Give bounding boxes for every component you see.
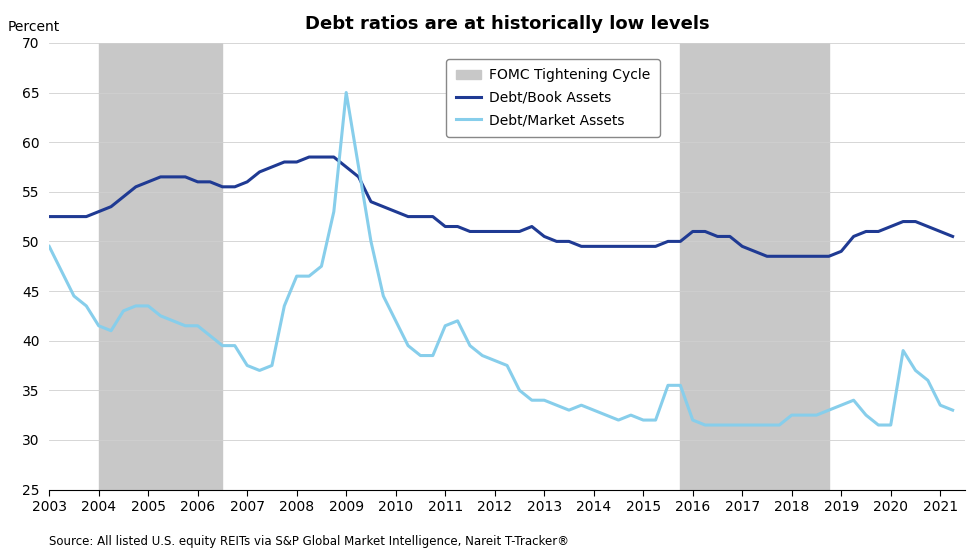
Debt/Market Assets xyxy=(947,407,958,413)
Text: Source: All listed U.S. equity REITs via S&P Global Market Intelligence, Nareit : Source: All listed U.S. equity REITs via… xyxy=(49,535,569,548)
Debt/Book Assets xyxy=(353,174,365,180)
Debt/Book Assets xyxy=(229,183,241,190)
Debt/Market Assets xyxy=(241,362,253,369)
Debt/Market Assets xyxy=(551,402,563,408)
Debt/Market Assets xyxy=(564,407,575,413)
Debt/Book Assets xyxy=(241,179,253,185)
Debt/Market Assets xyxy=(229,342,241,349)
Debt/Book Assets xyxy=(551,238,563,245)
Debt/Market Assets xyxy=(885,422,897,428)
Debt/Book Assets xyxy=(564,238,575,245)
Line: Debt/Book Assets: Debt/Book Assets xyxy=(49,157,953,256)
Debt/Book Assets xyxy=(761,253,773,260)
Debt/Market Assets xyxy=(353,164,365,170)
Debt/Book Assets xyxy=(43,213,55,220)
Debt/Market Assets xyxy=(699,422,710,428)
Text: Percent: Percent xyxy=(8,20,60,34)
Debt/Book Assets xyxy=(885,223,897,230)
Debt/Market Assets xyxy=(340,89,352,96)
Legend: FOMC Tightening Cycle, Debt/Book Assets, Debt/Market Assets: FOMC Tightening Cycle, Debt/Book Assets,… xyxy=(446,59,660,137)
Line: Debt/Market Assets: Debt/Market Assets xyxy=(49,93,953,425)
Bar xyxy=(99,43,222,489)
Bar xyxy=(680,43,829,489)
Debt/Book Assets xyxy=(303,154,315,160)
Debt/Book Assets xyxy=(947,233,958,240)
Title: Debt ratios are at historically low levels: Debt ratios are at historically low leve… xyxy=(305,15,710,33)
Debt/Market Assets xyxy=(43,243,55,250)
